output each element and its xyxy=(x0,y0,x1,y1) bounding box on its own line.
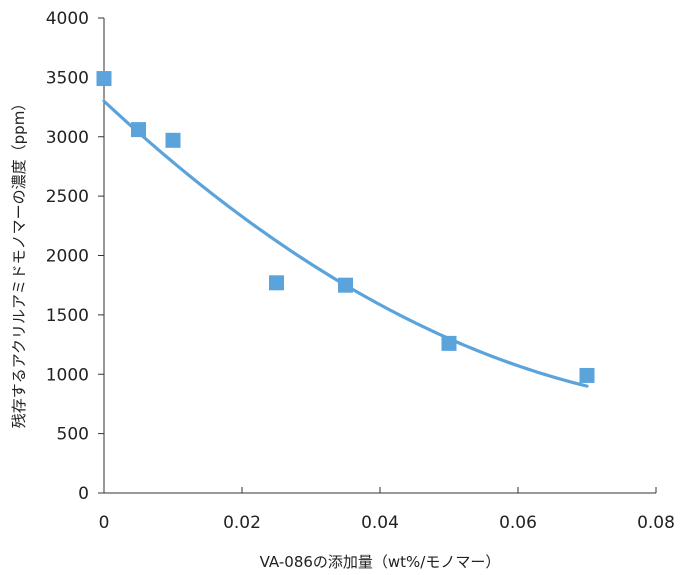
x-tick-label: 0.02 xyxy=(223,513,261,533)
y-tick-label: 3500 xyxy=(46,68,89,88)
y-tick-label: 3000 xyxy=(46,128,89,148)
y-tick-label: 500 xyxy=(57,425,89,445)
x-tick-label: 0.06 xyxy=(499,513,537,533)
y-tick-label: 2000 xyxy=(46,247,89,267)
data-point xyxy=(165,132,181,148)
data-points-group xyxy=(96,71,595,383)
y-tick-label: 1500 xyxy=(46,306,89,326)
x-axis-title: VA-086の添加量（wt%/モノマー） xyxy=(260,553,501,571)
y-tick-label: 2500 xyxy=(46,187,89,207)
y-tick-label: 4000 xyxy=(46,9,89,29)
axis-ticks: 0 500 1000 1500 2000 2500 3000 3500 4000 0 0.02 0.0… xyxy=(46,9,675,533)
y-tick-label: 1000 xyxy=(46,365,89,385)
x-tick-label: 0 xyxy=(99,513,110,533)
axes xyxy=(103,18,656,494)
data-point xyxy=(338,277,353,293)
y-axis-title: 残存するアクリルアミドモノマーの濃度（ppm） xyxy=(10,96,28,429)
y-tick-label: 0 xyxy=(78,484,89,504)
data-point xyxy=(579,367,595,383)
data-point xyxy=(441,335,457,351)
x-tick-label: 0.04 xyxy=(361,513,399,533)
data-point xyxy=(269,275,284,291)
data-point xyxy=(131,122,146,138)
x-tick-label: 0.08 xyxy=(637,513,675,533)
data-point xyxy=(96,71,112,87)
